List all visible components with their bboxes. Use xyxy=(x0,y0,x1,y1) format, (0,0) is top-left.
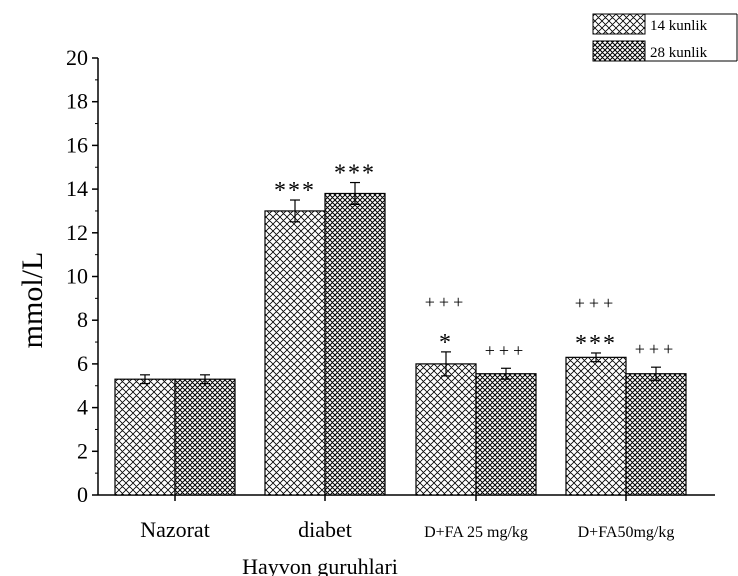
y-tick-label: 0 xyxy=(77,482,88,507)
y-tick-label: 14 xyxy=(66,176,88,201)
y-tick-label: 6 xyxy=(77,351,88,376)
y-tick-label: 10 xyxy=(66,264,88,289)
y-tick-label: 20 xyxy=(66,45,88,70)
bar-14-1 xyxy=(264,210,326,496)
legend-label-28: 28 kunlik xyxy=(650,45,708,61)
axes: 0 2 4 6 8 10 12 14 16 18 20 Nazorat diabet D+FA 25 mg… xyxy=(66,45,715,542)
legend-swatch-28 xyxy=(592,40,646,62)
bar-14-3 xyxy=(565,356,627,496)
x-tick-label: D+FA 25 mg/kg xyxy=(424,524,528,541)
y-axis-label: mmol/L xyxy=(16,252,49,349)
y-tick-label: 16 xyxy=(66,132,88,157)
significance-mark: +++ xyxy=(485,340,527,360)
x-tick-label: D+FA50mg/kg xyxy=(578,524,675,541)
significance-mark: +++ xyxy=(575,293,617,313)
bar-28-1 xyxy=(324,192,386,496)
significance-mark: +++ xyxy=(425,292,467,312)
y-tick-label: 18 xyxy=(66,89,88,114)
legend: 14 kunlik 28 kunlik xyxy=(592,13,738,62)
bar-14-0 xyxy=(114,378,176,496)
legend-swatch-14 xyxy=(592,13,646,35)
bar-28-2 xyxy=(475,373,537,496)
y-tick-label: 12 xyxy=(66,220,88,245)
significance-mark: *** xyxy=(274,178,316,204)
x-axis-label: Hayvon guruhlari xyxy=(242,554,398,576)
legend-label-14: 14 kunlik xyxy=(650,18,708,34)
bar-28-0 xyxy=(174,378,236,496)
bars-group xyxy=(114,181,687,496)
x-tick-label: diabet xyxy=(298,517,352,542)
x-tick-label: Nazorat xyxy=(140,517,210,542)
significance-annotations: *******++++++ ***++++++ xyxy=(274,161,677,361)
y-tick-label: 8 xyxy=(77,307,88,332)
bar-14-2 xyxy=(415,363,477,496)
significance-mark: *** xyxy=(575,331,617,357)
significance-mark: * xyxy=(439,330,453,356)
significance-mark: +++ xyxy=(635,339,677,359)
bar-28-3 xyxy=(625,373,687,496)
y-tick-label: 2 xyxy=(77,438,88,463)
y-tick-label: 4 xyxy=(77,395,88,420)
significance-mark: *** xyxy=(334,161,376,187)
